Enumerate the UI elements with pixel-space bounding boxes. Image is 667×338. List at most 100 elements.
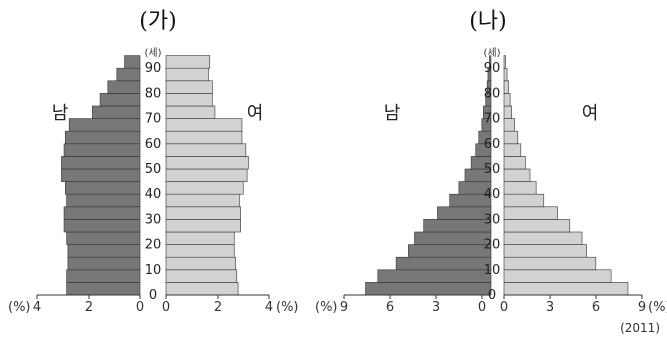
x-tick-label: 0 <box>162 300 170 315</box>
male-label: 남 <box>384 103 401 124</box>
male-bar <box>63 206 141 220</box>
x-tick-label: 6 <box>386 300 394 315</box>
age-tick-label: 30 <box>145 212 162 227</box>
female-bar <box>165 244 235 258</box>
age-tick-label: 40 <box>484 187 501 202</box>
x-tick-label: 6 <box>592 300 600 315</box>
female-bar <box>503 231 583 245</box>
female-bar <box>503 105 512 119</box>
female-bar <box>165 181 244 195</box>
age-tick-label: 0 <box>149 288 157 303</box>
male-bar <box>489 55 492 69</box>
x-tick-label: 9 <box>638 300 646 315</box>
x-tick-label: 3 <box>546 300 554 315</box>
female-bar <box>503 168 531 182</box>
x-tick-label: 0 <box>478 300 486 315</box>
female-bar <box>165 55 211 69</box>
male-bar <box>67 244 141 258</box>
age-tick-label: 90 <box>145 61 162 76</box>
male-bar <box>67 256 141 271</box>
x-unit-label: (%) <box>315 300 338 315</box>
year-footnote: (2011) <box>620 321 660 335</box>
age-tick-label: 10 <box>145 263 162 278</box>
female-bar <box>165 269 238 283</box>
male-bar <box>66 282 141 296</box>
male-bar <box>395 256 492 271</box>
female-bar <box>503 256 597 271</box>
female-bar <box>503 193 545 208</box>
male-bar <box>66 193 141 208</box>
x-tick-label: 2 <box>214 300 222 315</box>
male-bar <box>68 118 141 132</box>
male-bar <box>66 231 141 245</box>
female-label: 여 <box>582 103 599 124</box>
age-tick-label: 20 <box>484 238 501 253</box>
female-bar <box>503 130 519 145</box>
female-bar <box>165 193 240 208</box>
female-bar <box>503 269 612 283</box>
age-tick-label: 60 <box>484 137 501 152</box>
female-bar <box>165 143 247 157</box>
x-unit-label: (%) <box>8 300 31 315</box>
x-tick-label: 0 <box>136 300 144 315</box>
male-bar <box>61 168 141 182</box>
female-bar <box>503 156 526 170</box>
age-tick-label: 20 <box>145 238 162 253</box>
female-bar <box>503 282 629 296</box>
female-bar <box>165 231 235 245</box>
male-bar <box>65 130 141 145</box>
age-unit-label: (세) <box>483 47 500 59</box>
x-tick-label: 4 <box>265 300 273 315</box>
age-tick-label: 70 <box>145 112 162 127</box>
x-unit-label: (%) <box>648 300 667 315</box>
x-tick-label: 0 <box>500 300 508 315</box>
female-bar <box>165 93 213 107</box>
female-bar <box>503 67 508 82</box>
female-label: 여 <box>247 103 264 124</box>
female-bar <box>503 219 571 233</box>
x-tick-label: 4 <box>33 300 41 315</box>
male-bar <box>92 105 141 119</box>
male-bar <box>377 269 492 283</box>
age-tick-label: 90 <box>484 61 501 76</box>
male-bar <box>414 231 492 245</box>
male-bar <box>66 269 141 283</box>
male-bar <box>124 55 141 69</box>
male-bar <box>365 282 492 296</box>
age-tick-label: 70 <box>484 112 501 127</box>
age-tick-label: 80 <box>145 86 162 101</box>
female-bar <box>503 80 509 94</box>
age-tick-label: 50 <box>484 162 501 177</box>
male-bar <box>423 219 492 233</box>
female-bar <box>503 244 587 258</box>
age-unit-label: (세) <box>144 47 161 59</box>
female-bar <box>503 55 506 69</box>
chart-title: (나) <box>469 9 506 34</box>
female-bar <box>165 118 243 132</box>
male-bar <box>61 156 141 170</box>
x-tick-label: 9 <box>340 300 348 315</box>
age-tick-label: 30 <box>484 212 501 227</box>
female-bar <box>503 181 537 195</box>
female-bar <box>165 67 209 82</box>
female-bar <box>165 168 248 182</box>
x-tick-label: 2 <box>85 300 93 315</box>
age-tick-label: 10 <box>484 263 501 278</box>
female-bar <box>165 105 216 119</box>
male-bar <box>107 80 141 94</box>
male-bar <box>99 93 141 107</box>
age-tick-label: 40 <box>145 187 162 202</box>
female-bar <box>165 156 249 170</box>
x-tick-label: 3 <box>432 300 440 315</box>
age-tick-label: 0 <box>488 288 496 303</box>
age-tick-label: 80 <box>484 86 501 101</box>
female-bar <box>503 143 522 157</box>
female-bar <box>503 206 558 220</box>
female-bar <box>165 130 243 145</box>
female-bar <box>165 206 241 220</box>
male-bar <box>116 67 141 82</box>
x-unit-label: (%) <box>276 300 299 315</box>
female-bar <box>165 282 239 296</box>
male-bar <box>408 244 492 258</box>
